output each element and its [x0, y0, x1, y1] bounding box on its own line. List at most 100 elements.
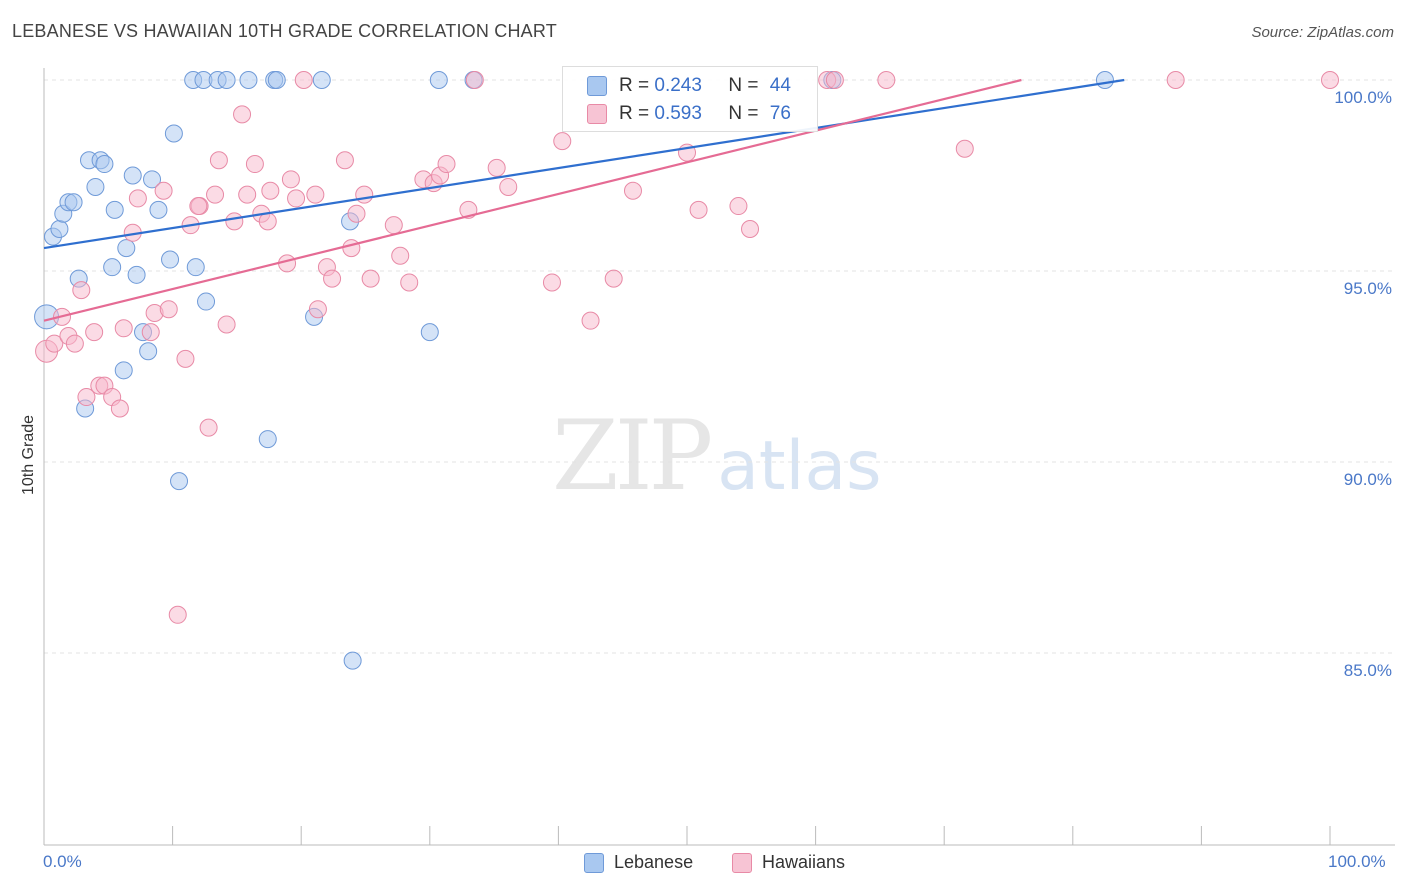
legend-label-lebanese: Lebanese [614, 852, 694, 872]
hawaiians-point [176, 349, 195, 368]
stats-row-hawaiians: R = 0.593 N = 76 [587, 103, 791, 125]
hawaiians-point [110, 399, 129, 418]
watermark: ZIP atlas [552, 400, 882, 512]
hawaiians-point [258, 212, 277, 231]
hawaiians-point [1166, 71, 1185, 89]
lebanese-point [217, 71, 236, 89]
hawaiians-point [604, 269, 623, 288]
lebanese-point [429, 71, 448, 89]
hawaiians-point [287, 189, 306, 208]
stats-row-lebanese: R = 0.243 N = 44 [587, 75, 791, 97]
lebanese-point [114, 361, 133, 380]
r-label: R = [619, 103, 655, 124]
hawaiians-point [955, 139, 974, 158]
n-label: N = [728, 75, 764, 96]
legend-swatch-hawaiians [732, 852, 752, 873]
n-value-lebanese: 44 [769, 75, 791, 96]
hawaiians-trend-line [43, 78, 1022, 322]
lebanese-point [258, 430, 277, 449]
lebanese-point [64, 193, 83, 212]
hawaiians-point [877, 71, 896, 89]
hawaiians-point [154, 181, 173, 200]
x-tick-label-min: 0.0% [43, 852, 82, 871]
lebanese-point [105, 200, 124, 219]
lebanese-point [164, 124, 183, 143]
hawaiians-point [225, 212, 244, 231]
hawaiians-point [499, 177, 518, 196]
hawaiians-point [206, 185, 225, 204]
y-tick-label-95: 95.0% [1343, 279, 1392, 298]
lebanese-point [149, 200, 168, 219]
lebanese-point [123, 166, 142, 185]
hawaiians-point [72, 281, 91, 300]
watermark-zip: ZIP [552, 400, 713, 512]
hawaiians-point [623, 181, 642, 200]
y-tick-label-90: 90.0% [1343, 470, 1392, 489]
hawaiians-point [217, 315, 236, 334]
lebanese-point [1095, 71, 1114, 89]
hawaiians-point [542, 273, 561, 292]
source-label: Source: ZipAtlas.com [1251, 24, 1394, 41]
legend-item-hawaiians: Hawaiians [732, 852, 845, 873]
stats-legend: R = 0.243 N = 44 R = 0.593 N = 76 [562, 66, 818, 132]
lebanese-point [197, 292, 216, 311]
lebanese-point [95, 155, 114, 174]
hawaiians-point [141, 323, 160, 342]
hawaiians-point [487, 158, 506, 177]
hawaiians-point [238, 185, 257, 204]
lebanese-point [127, 265, 146, 284]
chart-title: LEBANESE VS HAWAIIAN 10TH GRADE CORRELAT… [12, 21, 557, 41]
lebanese-point [239, 71, 258, 89]
hawaiians-point [77, 388, 96, 407]
lebanese-point [420, 323, 439, 342]
r-value-lebanese: 0.243 [654, 75, 702, 96]
r-label: R = [619, 75, 655, 96]
r-value-hawaiians: 0.593 [654, 103, 702, 124]
y-tick-label-100: 100.0% [1334, 88, 1392, 107]
y-tick-label-85: 85.0% [1343, 661, 1392, 680]
hawaiians-point [825, 71, 844, 89]
hawaiians-point [168, 605, 187, 624]
lebanese-point [267, 71, 286, 89]
hawaiians-point [437, 155, 456, 174]
hawaiians-point [384, 216, 403, 235]
hawaiians-point [159, 300, 178, 319]
lebanese-point [139, 342, 158, 361]
hawaiians-point [85, 323, 104, 342]
hawaiians-point [209, 151, 228, 170]
lebanese-point [343, 651, 362, 670]
legend-swatch-lebanese [584, 852, 604, 873]
hawaiians-point [306, 185, 325, 204]
hawaiians-point [294, 71, 313, 89]
hawaiians-point [65, 334, 84, 353]
y-axis-label: 10th Grade [20, 414, 37, 496]
lebanese-point [117, 239, 136, 258]
hawaiians-point [741, 219, 760, 238]
hawaiians-point [400, 273, 419, 292]
hawaiians-point [581, 311, 600, 330]
hawaiians-point [689, 200, 708, 219]
watermark-atlas: atlas [717, 427, 882, 506]
hawaiians-point [128, 189, 147, 208]
hawaiians-point [189, 197, 208, 216]
hawaiians-point [342, 239, 361, 258]
hawaiians-point [465, 71, 484, 89]
hawaiians-swatch [587, 104, 607, 124]
hawaiians-point [553, 132, 572, 151]
hawaiians-point [45, 334, 64, 353]
bottom-legend: Lebanese Hawaiians [0, 852, 1406, 876]
hawaiians-point [245, 155, 264, 174]
lebanese-trend-line [43, 78, 1125, 250]
lebanese-point [161, 250, 180, 269]
lebanese-point [50, 219, 69, 238]
legend-label-hawaiians: Hawaiians [762, 852, 846, 872]
lebanese-point [103, 258, 122, 277]
x-tick-label-max: 100.0% [1328, 852, 1386, 871]
lebanese-swatch [587, 76, 607, 96]
lebanese-point [86, 177, 105, 196]
n-value-hawaiians: 76 [769, 103, 791, 124]
hawaiians-point [281, 170, 300, 189]
hawaiians-point [261, 181, 280, 200]
hawaiians-point [335, 151, 354, 170]
